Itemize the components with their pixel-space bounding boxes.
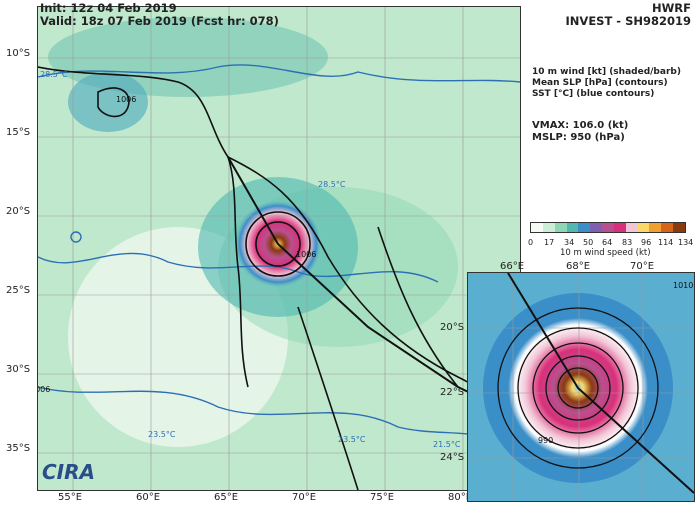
cira-logo: CIRA: [42, 460, 95, 484]
storm-header: HWRF INVEST - SH982019: [566, 2, 691, 28]
svg-text:1006: 1006: [116, 95, 136, 104]
legend-slp: Mean SLP [hPa] (contours): [532, 78, 668, 88]
colorbar-title: 10 m wind speed (kt): [560, 248, 651, 258]
lon-label: 70°E: [292, 492, 317, 503]
lon-label: 65°E: [214, 492, 239, 503]
wind-field-map: 28.5°C 28.5°C 23.5°C 23.5°C 21.5°C 1006 …: [38, 7, 520, 490]
forecast-time-header: Init: 12z 04 Feb 2019 Valid: 18z 07 Feb …: [40, 2, 279, 28]
lat-label: 10°S: [6, 48, 31, 59]
svg-text:23.5°C: 23.5°C: [338, 435, 366, 444]
svg-text:990: 990: [538, 436, 553, 445]
inset-lon-label: 68°E: [566, 261, 591, 272]
mslp-value: MSLP: 950 (hPa): [532, 132, 625, 143]
lat-label: 25°S: [6, 285, 31, 296]
main-map: 28.5°C 28.5°C 23.5°C 23.5°C 21.5°C 1006 …: [37, 6, 521, 491]
svg-text:1006: 1006: [38, 385, 50, 394]
lon-label: 55°E: [58, 492, 83, 503]
zoomed-inset-map: 1010 990: [467, 272, 695, 502]
svg-text:1006: 1006: [296, 250, 316, 259]
inset-lat-label: 24°S: [440, 452, 465, 463]
lat-label: 30°S: [6, 364, 31, 375]
lat-label: 15°S: [6, 127, 31, 138]
lon-label: 75°E: [370, 492, 395, 503]
lon-label: 80°E: [448, 492, 473, 503]
valid-time: Valid: 18z 07 Feb 2019 (Fcst hr: 078): [40, 14, 279, 28]
wind-colorbar: [530, 222, 686, 233]
svg-text:23.5°C: 23.5°C: [148, 430, 176, 439]
svg-text:28.5°C: 28.5°C: [40, 70, 68, 79]
svg-text:21.5°C: 21.5°C: [433, 440, 461, 449]
vmax-value: VMAX: 106.0 (kt): [532, 120, 629, 131]
inset-lon-label: 66°E: [500, 261, 525, 272]
legend-sst: SST [°C] (blue contours): [532, 89, 655, 99]
storm-id: INVEST - SH982019: [565, 14, 691, 28]
legend-wind: 10 m wind [kt] (shaded/barb): [532, 67, 681, 77]
inset-lat-label: 20°S: [440, 322, 465, 333]
inset-lat-label: 22°S: [440, 387, 465, 398]
lat-label: 35°S: [6, 443, 31, 454]
svg-text:1010: 1010: [673, 281, 693, 290]
init-time: Init: 12z 04 Feb 2019: [40, 1, 177, 15]
storm-stats: VMAX: 106.0 (kt) MSLP: 950 (hPa): [532, 120, 628, 144]
svg-text:28.5°C: 28.5°C: [318, 180, 346, 189]
inset-lon-label: 70°E: [630, 261, 655, 272]
lon-label: 60°E: [136, 492, 161, 503]
model-name: HWRF: [651, 1, 691, 15]
lat-label: 20°S: [6, 206, 31, 217]
field-legend: 10 m wind [kt] (shaded/barb) Mean SLP [h…: [532, 67, 681, 100]
